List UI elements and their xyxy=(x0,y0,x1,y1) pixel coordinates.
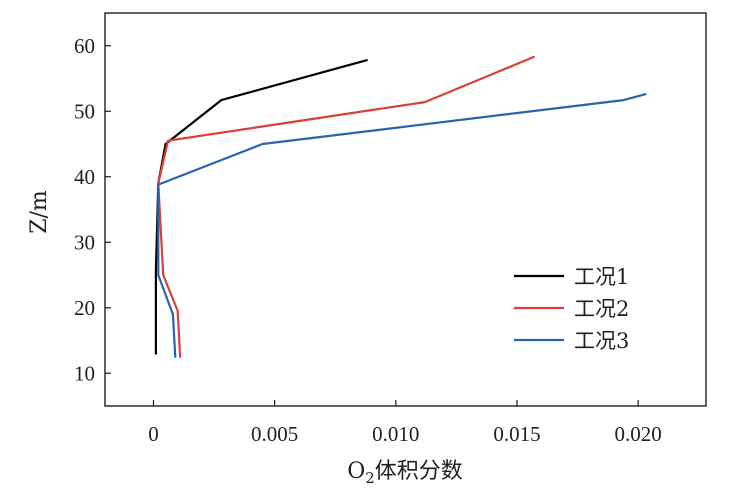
legend-label-2: 工况2 xyxy=(574,297,629,321)
y-axis-label: Z/m xyxy=(27,190,52,234)
x-axis-label-main: O xyxy=(347,459,365,484)
x-axis-label-subscript: 2 xyxy=(365,469,375,487)
x-axis-label: O2体积分数 xyxy=(347,459,463,487)
x-tick-label: 0.010 xyxy=(372,422,419,446)
y-tick-label: 10 xyxy=(74,361,95,385)
x-tick-label: 0.005 xyxy=(251,422,298,446)
x-tick-label: 0.015 xyxy=(493,422,540,446)
plot-area: 0 0.005 0.010 0.015 0.020 10 20 30 40 50 60 xyxy=(74,12,707,446)
y-tick-label: 30 xyxy=(74,230,95,254)
y-tick-label: 50 xyxy=(74,99,95,123)
series-line-3 xyxy=(157,93,647,358)
x-tick-label: 0.020 xyxy=(615,422,662,446)
legend: 工况1 工况2 工况3 xyxy=(514,265,629,353)
x-tick-label: 0 xyxy=(148,422,159,446)
y-tick-label: 20 xyxy=(74,296,95,320)
x-axis-ticks: 0 0.005 0.010 0.015 0.020 xyxy=(148,400,662,446)
plot-frame xyxy=(104,12,707,407)
x-axis-label-rest: 体积分数 xyxy=(375,459,463,484)
series-layer xyxy=(154,55,647,358)
y-tick-label: 40 xyxy=(74,165,95,189)
series-line-1 xyxy=(154,59,368,355)
y-axis-ticks: 10 20 30 40 50 60 xyxy=(74,34,111,385)
legend-label-3: 工况3 xyxy=(574,329,629,353)
legend-label-1: 工况1 xyxy=(574,265,629,289)
series-line-2 xyxy=(157,55,536,358)
y-tick-label: 60 xyxy=(74,34,95,58)
